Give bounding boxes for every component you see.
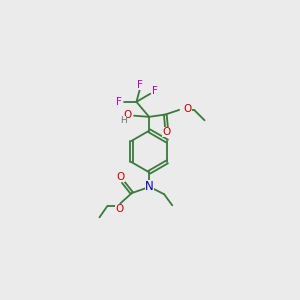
Text: F: F <box>152 86 158 96</box>
Text: O: O <box>123 110 131 120</box>
Text: O: O <box>183 104 192 114</box>
Text: F: F <box>137 80 143 90</box>
Text: H: H <box>120 116 127 125</box>
Text: O: O <box>117 172 125 182</box>
Text: F: F <box>116 97 122 107</box>
Text: N: N <box>145 180 154 193</box>
Text: O: O <box>162 127 171 137</box>
Text: O: O <box>115 204 123 214</box>
